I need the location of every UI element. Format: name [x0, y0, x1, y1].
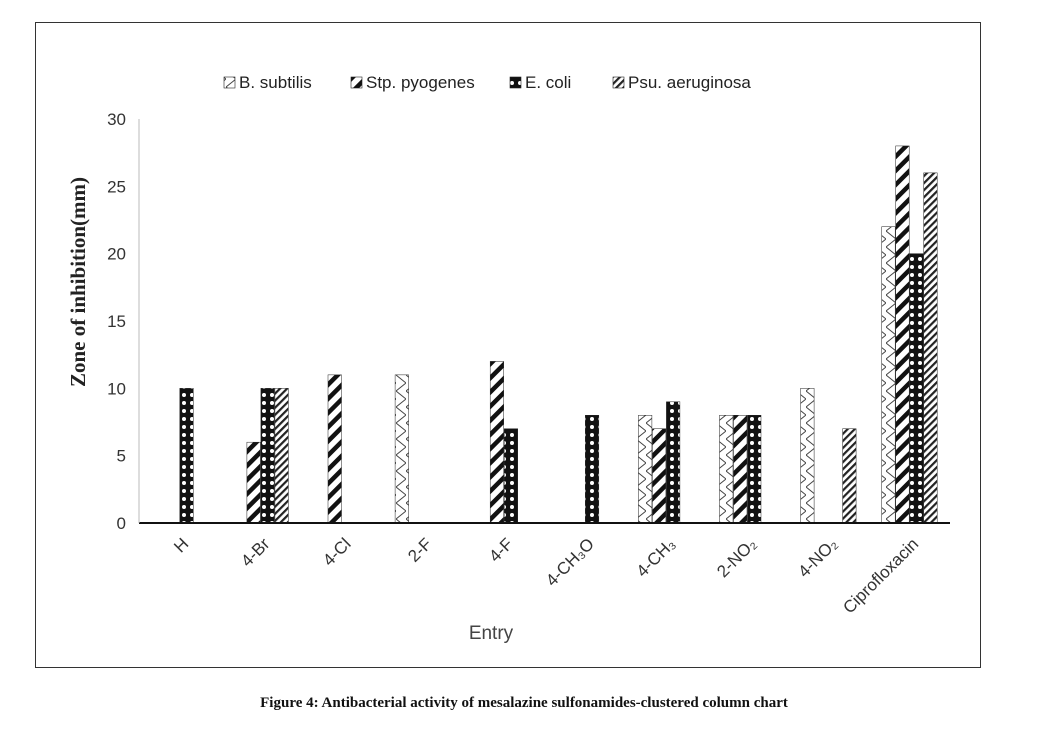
plot-area: [179, 145, 938, 524]
x-tick-label: 4-Cl: [319, 534, 354, 569]
bar-e-coli-6: [666, 401, 681, 524]
y-tick-label: 25: [107, 177, 126, 196]
y-tick-label: 0: [117, 514, 126, 533]
y-tick-label: 5: [117, 447, 126, 466]
bar-psu-aeruginosa-8: [842, 428, 857, 524]
x-tick-label: 4-Br: [237, 534, 273, 570]
y-tick-label: 20: [107, 245, 126, 264]
bar-e-coli-1: [260, 388, 275, 524]
bar-e-coli-5: [585, 415, 600, 524]
bar-e-coli-9: [909, 253, 924, 524]
legend-swatch: [509, 76, 522, 89]
x-tick-label: H: [170, 534, 192, 556]
bar-stp-pyogenes-4: [489, 361, 504, 524]
chart-frame: B. subtilis Stp. pyogenes E. coli Psu. aeru…: [35, 22, 981, 668]
chart-svg: B. subtilis Stp. pyogenes E. coli Psu. aeru…: [66, 73, 950, 644]
bar-b-subtilis-6: [638, 415, 653, 524]
y-tick-label: 30: [107, 110, 126, 129]
bar-psu-aeruginosa-1: [274, 388, 289, 524]
legend-swatch: [350, 76, 363, 89]
legend-swatch: [612, 76, 625, 89]
bar-e-coli-4: [503, 428, 518, 524]
x-tick-label: 4-CH₃: [633, 534, 679, 580]
bar-e-coli-0: [179, 388, 194, 524]
legend-label: Stp. pyogenes: [366, 73, 475, 92]
bar-psu-aeruginosa-9: [923, 172, 938, 524]
x-tick-label: 4-F: [485, 534, 516, 565]
y-tick-label: 15: [107, 312, 126, 331]
x-tick-label: 2-F: [404, 534, 435, 565]
x-axis-ticks: H 4-Br 4-Cl 2-F 4-F 4-CH₃O 4-CH₃ 2-NO₂ 4-NO₂Cipr…: [170, 534, 922, 617]
legend-label: E. coli: [525, 73, 571, 92]
bar-stp-pyogenes-9: [895, 145, 910, 524]
y-axis-ticks: 0 5 10 15 20 25 30: [107, 110, 126, 533]
bar-b-subtilis-9: [881, 226, 896, 524]
x-axis-title: Entry: [469, 623, 514, 644]
legend-label: B. subtilis: [239, 73, 312, 92]
bar-stp-pyogenes-6: [652, 428, 667, 524]
x-tick-label: Ciprofloxacin: [839, 534, 922, 617]
x-tick-label: 2-NO₂: [713, 534, 760, 581]
bar-e-coli-7: [747, 415, 762, 524]
legend-swatch: [223, 76, 236, 89]
bar-b-subtilis-7: [719, 415, 734, 524]
bar-b-subtilis-8: [800, 388, 815, 524]
legend-label: Psu. aeruginosa: [628, 73, 751, 92]
figure-caption: Figure 4: Antibacterial activity of mesa…: [260, 695, 788, 711]
bar-stp-pyogenes-1: [246, 441, 261, 524]
y-tick-label: 10: [107, 379, 126, 398]
bar-stp-pyogenes-7: [733, 415, 748, 524]
bar-stp-pyogenes-2: [327, 374, 342, 524]
chart-legend: B. subtilis Stp. pyogenes E. coli Psu. aeru…: [223, 73, 751, 92]
x-tick-label: 4-NO₂: [794, 534, 841, 581]
y-axis-title: Zone of inhibition(mm): [66, 177, 90, 387]
bar-b-subtilis-3: [394, 374, 409, 524]
x-tick-label: 4-CH₃O: [542, 534, 598, 590]
